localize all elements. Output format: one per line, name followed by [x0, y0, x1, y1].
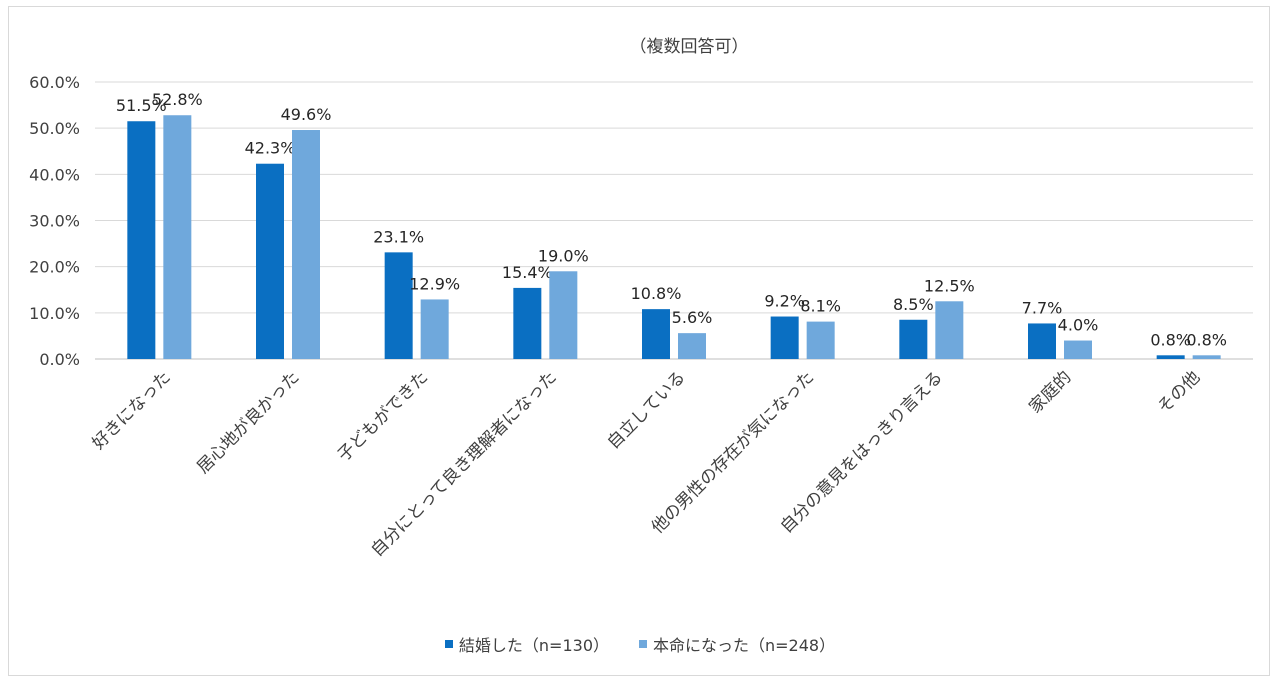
y-tick-label: 0.0% — [39, 350, 80, 369]
chart-frame — [8, 6, 1270, 676]
y-tick-label: 20.0% — [29, 258, 80, 277]
data-label: 51.5% — [116, 96, 167, 115]
bar — [1064, 340, 1092, 359]
y-tick-label: 30.0% — [29, 212, 80, 231]
data-label: 15.4% — [502, 263, 553, 282]
bar — [1028, 323, 1056, 359]
chart-subtitle: （複数回答可） — [630, 37, 749, 57]
bar — [513, 287, 542, 359]
data-label: 0.8% — [1186, 330, 1227, 349]
data-label: 23.1% — [373, 227, 424, 246]
y-tick-label: 50.0% — [29, 119, 80, 138]
x-category-label: 居心地が良かった — [193, 367, 303, 477]
legend: 結婚した（n=130） 本命になった（n=248） — [0, 632, 1280, 656]
bar — [806, 321, 835, 359]
bar — [770, 316, 799, 359]
bar — [642, 309, 670, 359]
y-tick-label: 10.0% — [29, 304, 80, 323]
data-label: 49.6% — [281, 105, 332, 124]
data-label: 9.2% — [764, 292, 805, 311]
data-label: 10.8% — [631, 284, 682, 303]
data-label: 5.6% — [672, 308, 713, 327]
data-label: 7.7% — [1022, 298, 1063, 317]
x-category-label: 好きになった — [89, 367, 175, 453]
data-label: 12.9% — [409, 274, 460, 293]
legend-label-favorite: 本命になった（n=248） — [653, 636, 836, 655]
y-tick-label: 40.0% — [29, 165, 80, 184]
x-category-label: 子どもができた — [334, 367, 432, 465]
bar — [420, 299, 449, 359]
legend-swatch-married — [444, 640, 453, 648]
legend-swatch-favorite — [639, 640, 647, 648]
bar — [127, 121, 156, 359]
bar — [549, 271, 578, 359]
bar — [256, 163, 284, 359]
bar — [292, 130, 320, 359]
bar — [899, 319, 928, 359]
x-category-label: その他 — [1154, 367, 1204, 417]
legend-item-married: 結婚した（n=130） — [444, 632, 609, 656]
data-label: 0.8% — [1150, 330, 1191, 349]
x-category-label: 家庭的 — [1025, 367, 1075, 417]
y-tick-label: 60.0% — [29, 73, 80, 92]
legend-item-favorite: 本命になった（n=248） — [639, 632, 835, 656]
bar — [163, 115, 192, 360]
data-label: 8.5% — [893, 295, 934, 314]
data-label: 19.0% — [538, 246, 589, 265]
bar — [678, 333, 706, 359]
data-label: 12.5% — [924, 276, 975, 295]
data-label: 8.1% — [800, 297, 841, 316]
bar — [1156, 355, 1185, 359]
data-label: 4.0% — [1058, 316, 1099, 335]
bar — [935, 301, 964, 359]
bar — [1192, 355, 1221, 359]
bar — [384, 252, 413, 359]
legend-label-married: 結婚した（n=130） — [458, 636, 609, 655]
x-category-label: 自立している — [604, 367, 690, 453]
data-label: 42.3% — [245, 139, 296, 158]
data-label: 52.8% — [152, 90, 203, 109]
